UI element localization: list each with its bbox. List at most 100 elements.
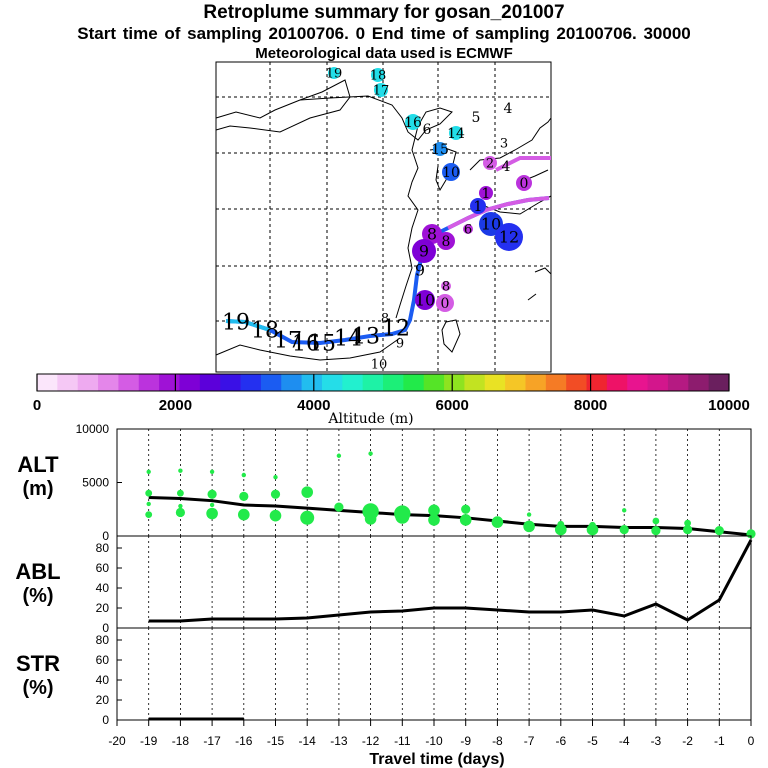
y-tick-label: 40	[96, 673, 110, 687]
colorbar-cell	[240, 374, 262, 391]
map-marker-label: 6	[423, 122, 432, 138]
met-data-line: Meteorological data used is ECMWF	[255, 45, 513, 62]
colorbar-cell	[37, 374, 58, 391]
plume-cluster-dot	[619, 524, 629, 535]
map-marker-dot	[371, 68, 385, 82]
colorbar-tick-label: 0	[33, 397, 41, 414]
map-marker-label: 16	[404, 115, 422, 131]
map-marker-dot	[437, 232, 455, 250]
colorbar-cell	[586, 374, 608, 391]
plume-cluster-dot	[145, 489, 153, 497]
y-tick-label: 80	[96, 633, 110, 647]
x-tick-label: -10	[425, 734, 443, 748]
colorbar-cell	[647, 374, 669, 391]
mean-trajectory-tail	[225, 319, 271, 332]
plume-cluster-dot	[555, 523, 567, 536]
colorbar-cells	[37, 374, 730, 391]
plume-cluster-dot	[526, 512, 532, 517]
map-marker-label: 8	[442, 234, 451, 250]
x-tick-label: -13	[330, 734, 348, 748]
map-marker-label: 4	[502, 159, 511, 175]
y-tick-label: 0	[102, 713, 109, 727]
panel-title: ALT	[17, 452, 59, 477]
plume-cluster-dot	[238, 508, 250, 521]
y-tick-label: 80	[96, 541, 110, 555]
plume-cluster-dot	[145, 511, 153, 518]
mean-trajectory-upper	[447, 196, 550, 230]
plume-cluster-dot	[146, 469, 151, 474]
panel-unit: (%)	[22, 585, 53, 607]
colorbar-cell	[627, 374, 649, 391]
x-tick-label: -16	[235, 734, 253, 748]
travel-time-axis: -20 -19 -18 -17 -16 -15 -14 -13 -12 -11 -10 -9 -8 -7-…	[108, 720, 755, 768]
plume-cluster-dot	[459, 514, 472, 526]
map-marker-label: 9	[415, 261, 425, 280]
map-marker-label: 19	[222, 311, 250, 336]
map-marker-label: 8	[427, 225, 437, 244]
x-tick-label: -8	[492, 734, 503, 748]
x-tick-label: -5	[587, 734, 598, 748]
colorbar-cell	[220, 374, 242, 391]
map-marker-label: 13	[352, 325, 380, 350]
x-tick-label: -2	[682, 734, 693, 748]
colorbar-tick-label: 10000	[708, 397, 750, 414]
map-marker-dot	[374, 83, 388, 97]
map-marker-dot	[516, 175, 532, 191]
colorbar-cell	[606, 374, 628, 391]
map-marker-dot	[479, 186, 493, 200]
y-tick-label: 5000	[82, 476, 109, 490]
map-marker-label: 10	[371, 358, 388, 373]
x-tick-label: -20	[108, 734, 126, 748]
series-line	[148, 539, 753, 623]
plume-cluster-dot	[209, 469, 215, 474]
map-marker-dot	[436, 294, 454, 312]
map-marker-label: 16	[292, 332, 320, 357]
map-marker-label: 10	[481, 215, 501, 234]
plume-cluster-dot	[428, 514, 440, 526]
map-marker-label: 10	[442, 165, 460, 181]
colorbar-cell	[525, 374, 547, 391]
plume-cluster-dot	[523, 520, 535, 533]
panel-unit: (m)	[22, 478, 53, 500]
plume-cluster-dot	[683, 524, 693, 535]
plume-cluster-dot	[241, 472, 246, 478]
map-marker-dot	[441, 281, 451, 291]
map-marker-label: 5	[472, 110, 481, 126]
panel-unit: (%)	[22, 677, 53, 699]
colorbar-cell	[179, 374, 201, 391]
plume-cluster-dot	[491, 516, 504, 528]
map-marker-label: 10	[415, 291, 435, 310]
map-marker-label: 18	[370, 69, 387, 84]
colorbar-cell	[505, 374, 526, 391]
colorbar-cell	[688, 374, 710, 391]
colorbar-cell	[403, 374, 425, 391]
colorbar-cell	[57, 374, 79, 391]
map-marker-dot	[463, 224, 473, 234]
x-tick-label: -1	[714, 734, 725, 748]
x-tick-label: 0	[748, 734, 755, 748]
map-marker-label: 6	[464, 223, 472, 238]
x-tick-label: -18	[172, 734, 190, 748]
sampling-time-line: Start time of sampling 20100706. 0 End t…	[77, 24, 691, 43]
x-tick-label: -3	[651, 734, 662, 748]
alt-panel: 0 5000 10000 ALT(m)	[17, 422, 756, 543]
plume-cluster-dot	[209, 502, 215, 508]
plume-cluster-dot	[177, 489, 184, 497]
map-marker-label: 8	[381, 312, 389, 327]
plume-cluster-dot	[175, 507, 185, 518]
colorbar-cell	[566, 374, 588, 391]
colorbar-cell	[159, 374, 180, 391]
map-marker-label: 0	[441, 296, 450, 312]
colorbar-cell	[342, 374, 364, 391]
colorbar-cell	[708, 374, 730, 391]
map-marker-dot	[415, 290, 435, 310]
plume-cluster-dot	[714, 526, 724, 536]
plume-cluster-dot	[684, 519, 691, 527]
map-marker-dot	[449, 126, 463, 140]
map-marker-label: 9	[419, 242, 429, 261]
map-marker-label: 12	[382, 317, 410, 342]
map-marker-label: 15	[308, 332, 336, 357]
plume-cluster-dot	[270, 489, 281, 499]
